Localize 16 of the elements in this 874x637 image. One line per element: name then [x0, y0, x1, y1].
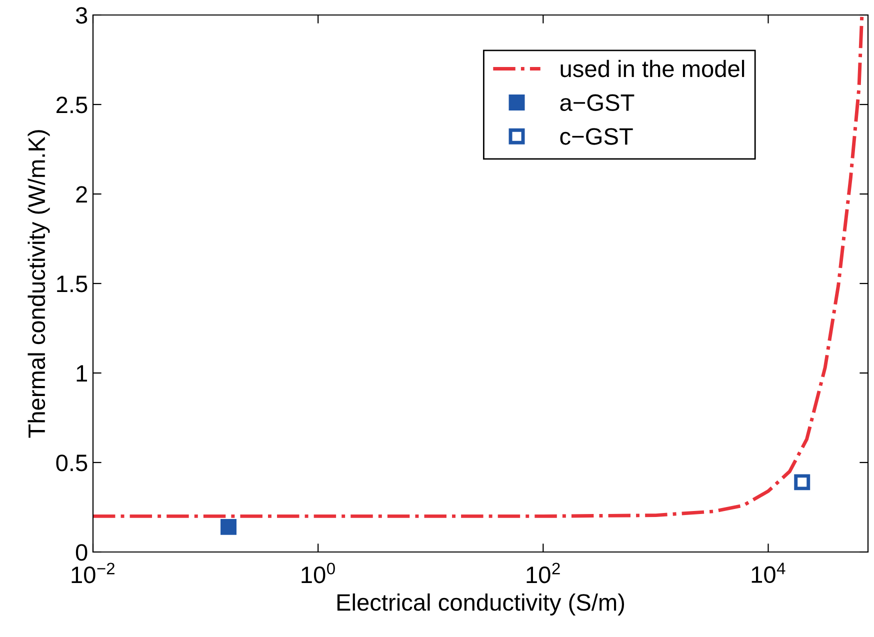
legend-label: c−GST — [560, 128, 633, 145]
x-tick-label: 10$^{2}$ — [526, 562, 560, 584]
y-tick-label: 1.5 — [57, 276, 88, 292]
x-tick-label: 10$^{−2}$ — [72, 562, 114, 584]
y-tick-label: 2.5 — [56, 96, 88, 114]
legend-label: used in the model — [560, 60, 744, 78]
y-tick-label: 2 — [76, 186, 87, 203]
y-axis-title: Thermal conductivity (W/m.K) — [28, 130, 50, 438]
y-tick-label: 1 — [76, 365, 87, 382]
x-tick-label: 10$^{0}$ — [302, 562, 335, 584]
y-tick-label: 3 — [76, 7, 88, 24]
y-tick-label: 0 — [76, 544, 88, 561]
x-axis-title: Electrical conductivity (S/m) — [337, 593, 624, 616]
legend-label: a−GST — [560, 94, 634, 112]
y-tick-label: 0.5 — [56, 454, 88, 472]
x-tick-label: 10$^{4}$ — [752, 562, 786, 584]
